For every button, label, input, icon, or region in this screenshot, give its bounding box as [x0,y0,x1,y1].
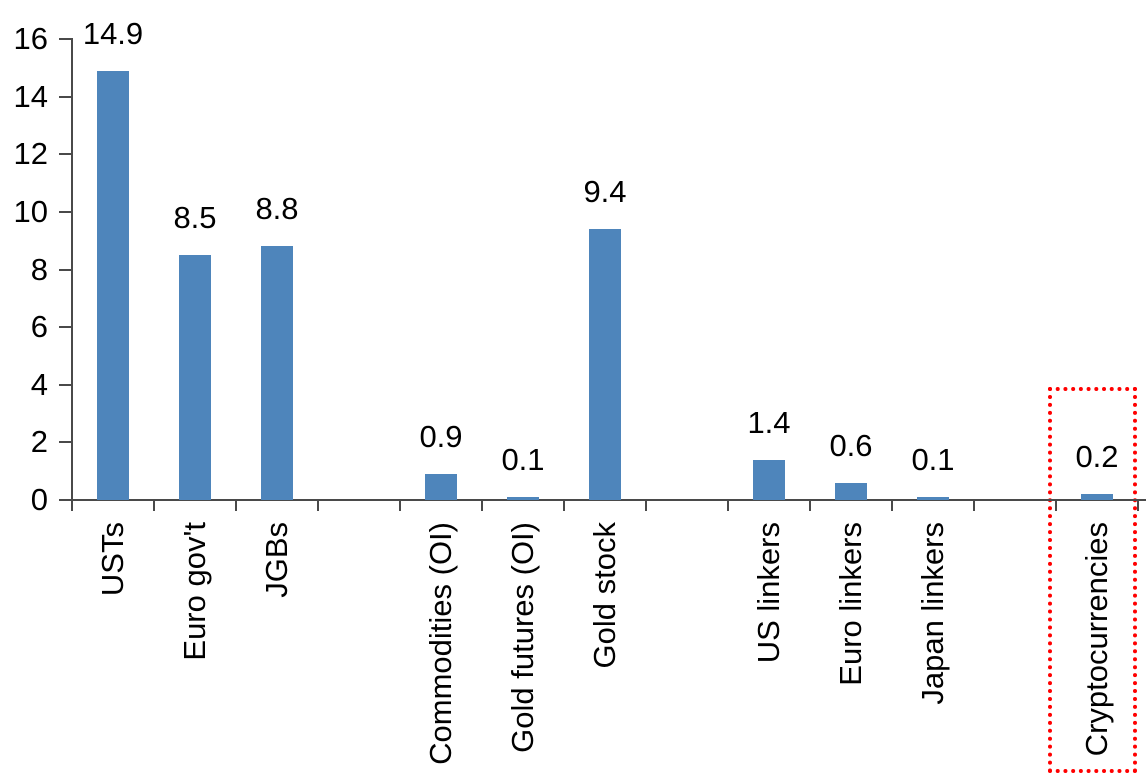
x-axis-tick [481,500,483,511]
y-axis-tick [59,326,71,329]
x-axis-line [71,499,1146,501]
x-axis-tick [563,500,565,511]
bar-value-label: 0.9 [419,419,463,455]
bar-value-label: 0.2 [1075,439,1119,475]
x-axis-tick [1137,500,1139,511]
category-label: Japan linkers [915,522,950,705]
category-label: Gold stock [587,522,622,669]
y-axis-tick-label: 16 [13,21,48,56]
bar [97,70,129,500]
category-label: Euro gov't [177,522,212,661]
bar [835,482,867,500]
x-axis-tick [399,500,401,511]
y-axis-tick [59,268,71,271]
category-label: JGBs [259,522,294,598]
bar [425,474,457,500]
category-label: Cryptocurrencies [1079,522,1114,757]
x-axis-tick [645,500,647,511]
bar-value-label: 1.4 [747,404,791,440]
x-axis-tick [317,500,319,511]
y-axis-tick [59,95,71,98]
x-axis-tick [1055,500,1057,511]
y-axis-tick [59,383,71,386]
bar [753,459,785,500]
bar-value-label: 0.6 [829,427,873,463]
bar [589,229,621,500]
y-axis-tick-label: 2 [30,424,48,460]
y-axis-tick [59,153,71,156]
highlight-box [1048,387,1137,773]
y-axis-tick [59,441,71,444]
y-axis-line [71,38,73,511]
y-axis-tick [59,38,71,40]
y-axis-tick-label: 14 [13,78,48,114]
bar-value-label: 8.8 [255,191,299,227]
x-axis-tick [809,500,811,511]
x-axis-tick [71,500,73,511]
bar-value-label: 9.4 [583,174,627,210]
y-axis-tick-label: 12 [13,136,48,172]
category-label: USTs [95,522,130,597]
bar [507,497,539,500]
y-axis-tick-label: 10 [13,193,48,229]
x-axis-tick [891,500,893,511]
y-axis-tick [59,210,71,213]
bar [179,255,211,500]
x-axis-tick [973,500,975,511]
bar-value-label: 14.9 [82,15,144,51]
y-axis-tick-label: 6 [30,309,48,345]
bar-value-label: 0.1 [501,442,545,478]
bar-value-label: 8.5 [173,200,217,236]
x-axis-tick [235,500,237,511]
bar [917,497,949,500]
bar [1081,494,1113,500]
y-axis-tick-label: 4 [30,366,48,402]
category-label: Gold futures (OI) [505,522,540,753]
y-axis-tick-label: 8 [30,251,48,287]
category-label: Commodities (OI) [423,522,458,765]
x-axis-tick [727,500,729,511]
category-label: Euro linkers [833,522,868,686]
bar [261,246,293,500]
category-label: US linkers [751,522,786,664]
y-axis-tick-label: 0 [30,482,48,517]
y-axis-tick [59,499,71,501]
x-axis-tick [153,500,155,511]
bar-value-label: 0.1 [911,442,955,478]
